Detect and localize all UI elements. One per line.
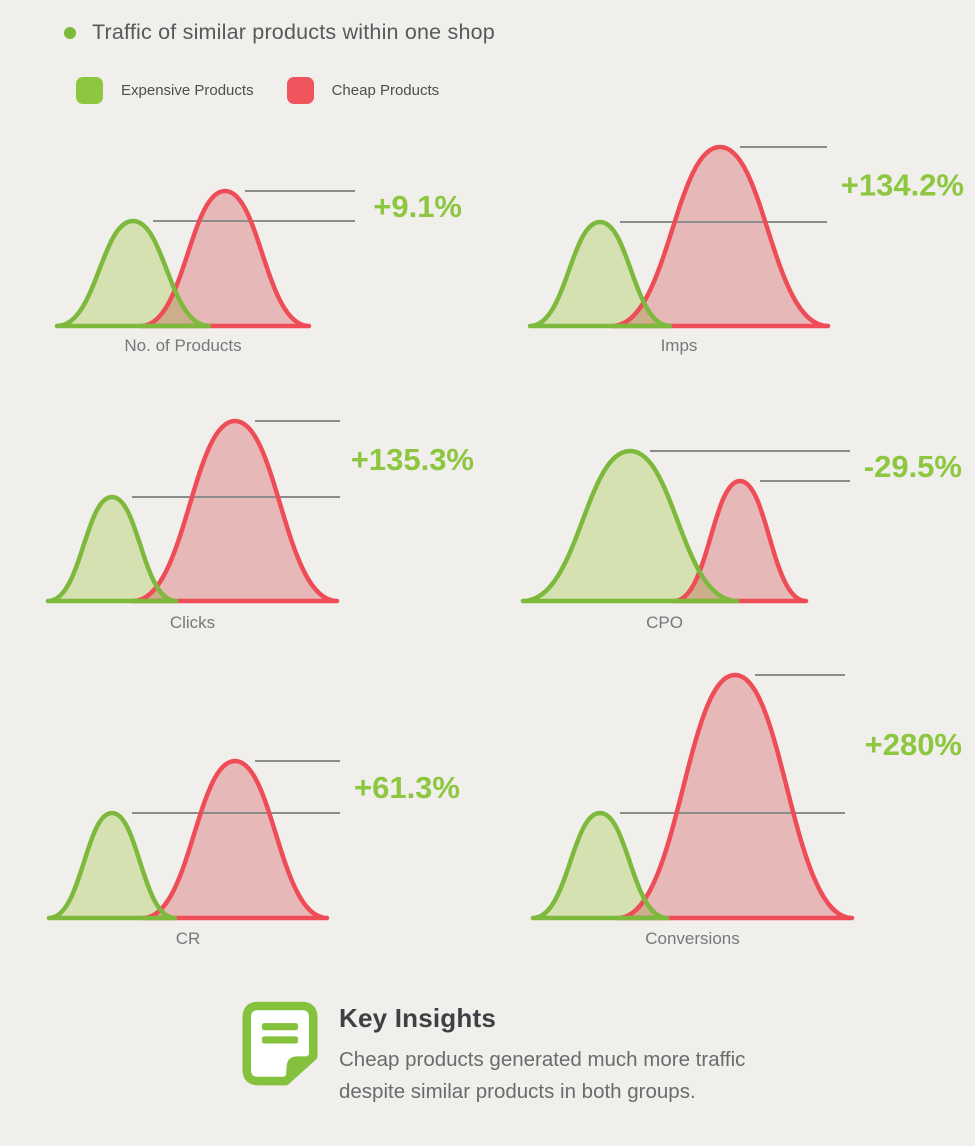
charts-grid: +9.1% No. of Products +134.2% Imps +135.3% Cl… <box>0 136 975 951</box>
metric-label: Imps <box>661 336 698 355</box>
key-insights-heading: Key Insights <box>339 1003 496 1033</box>
legend-item-expensive: Expensive Products <box>76 77 254 104</box>
cheap-curve-outline <box>609 144 831 329</box>
expensive-curve-outline <box>45 494 179 604</box>
legend: Expensive Products Cheap Products <box>76 77 975 104</box>
expensive-curve-outline <box>530 810 670 921</box>
cheap-curve-fill <box>141 191 309 326</box>
chart-cell-imps: +134.2% Imps <box>500 136 965 361</box>
cheap-curve-fill <box>133 421 337 601</box>
cheap-curve-fill <box>674 481 806 601</box>
cheap-curve-outline <box>615 672 855 921</box>
title-bullet-icon <box>64 26 76 39</box>
note-icon <box>242 1001 318 1086</box>
distribution-chart-svg: +9.1% No. of Products <box>54 188 462 355</box>
cheap-curve-fill <box>612 147 828 326</box>
expensive-curve-outline <box>520 448 740 604</box>
cheap-curve-fill <box>143 761 327 918</box>
distribution-chart-svg: +135.3% Clicks <box>45 418 474 632</box>
chart-cell-clicks: +135.3% Clicks <box>40 388 480 633</box>
distribution-chart-svg: +61.3% CR <box>46 758 460 948</box>
metric-label: CPO <box>646 613 683 632</box>
change-label: +61.3% <box>354 770 460 805</box>
change-label: +134.2% <box>841 168 964 203</box>
expensive-curve-fill <box>533 813 667 918</box>
chart-cell-cpo: -29.5% CPO <box>500 388 965 633</box>
change-label: +135.3% <box>351 442 474 477</box>
legend-label-cheap: Cheap Products <box>331 82 440 99</box>
change-label: +9.1% <box>373 189 462 224</box>
chart-cell-no-of-products: +9.1% No. of Products <box>40 136 480 361</box>
key-insights-body: Cheap products generated much more traff… <box>339 1048 746 1103</box>
change-label: -29.5% <box>864 449 962 484</box>
legend-item-cheap: Cheap Products <box>286 77 440 104</box>
expensive-curve-outline <box>54 218 212 329</box>
expensive-curve-outline <box>527 219 673 329</box>
cheap-curve-outline <box>138 188 312 329</box>
metric-label: CR <box>176 929 201 948</box>
expensive-curve-fill <box>49 813 175 918</box>
chart-cell-conversions: +280% Conversions <box>500 651 965 951</box>
chart-cell-cr: +61.3% CR <box>40 651 480 951</box>
distribution-chart-svg: +134.2% Imps <box>527 144 964 355</box>
distribution-chart-svg: +280% Conversions <box>530 672 962 948</box>
cheap-curve-outline <box>130 418 340 604</box>
distribution-chart-svg: -29.5% CPO <box>520 448 962 632</box>
legend-swatch-expensive-icon <box>76 77 103 104</box>
cheap-curve-outline <box>140 758 330 921</box>
metric-label: Conversions <box>645 929 740 948</box>
chart-row: +9.1% No. of Products +134.2% Imps <box>0 136 975 361</box>
report-title-row: Traffic of similar products within one s… <box>64 20 975 45</box>
change-label: +280% <box>865 727 962 762</box>
chart-row: +61.3% CR +280% Conversions <box>0 651 975 951</box>
legend-label-expensive: Expensive Products <box>121 82 254 99</box>
chart-row: +135.3% Clicks -29.5% CPO <box>0 388 975 633</box>
expensive-curve-fill <box>48 497 176 601</box>
metric-label: Clicks <box>170 613 215 632</box>
report-title: Traffic of similar products within one s… <box>92 20 495 44</box>
expensive-curve-outline <box>46 810 178 921</box>
metric-label: No. of Products <box>124 336 241 355</box>
expensive-curve-fill <box>523 451 737 601</box>
key-insights-section: Key Insights Cheap products generated mu… <box>242 1001 975 1108</box>
legend-swatch-cheap-icon <box>286 77 314 104</box>
expensive-curve-fill <box>530 222 670 326</box>
key-insights-text: Key Insights Cheap products generated mu… <box>339 1001 791 1108</box>
page-background: { "title": { "text": "Traffic of similar… <box>0 20 975 1146</box>
cheap-curve-fill <box>618 675 852 918</box>
